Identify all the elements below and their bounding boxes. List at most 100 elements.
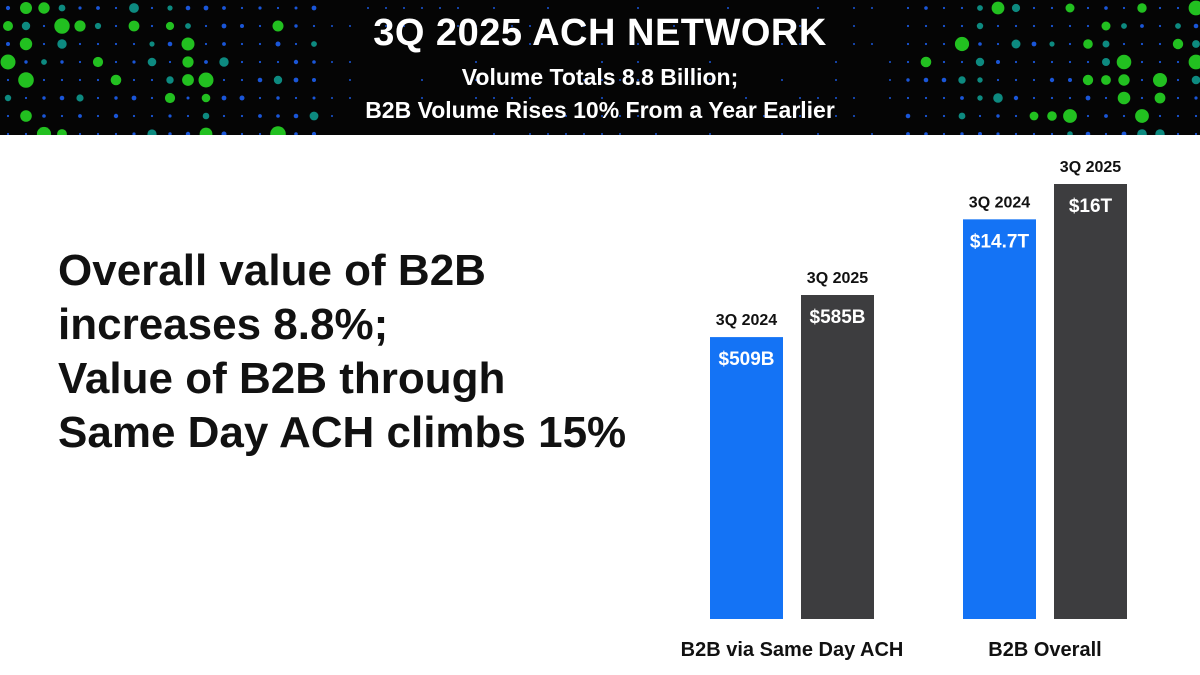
decor-dot xyxy=(1188,54,1200,70)
decor-dot xyxy=(996,132,1000,135)
decor-dot xyxy=(309,111,319,121)
decor-dot xyxy=(275,41,281,47)
decor-dot xyxy=(198,72,214,88)
headline-line-3: Value of B2B through xyxy=(58,354,506,403)
decor-dot xyxy=(1032,24,1036,28)
decor-dot xyxy=(42,96,46,100)
decor-dot xyxy=(349,61,351,63)
decor-dot xyxy=(511,43,513,45)
bar-value-label: $16T xyxy=(1069,196,1113,217)
decor-dot xyxy=(58,4,66,12)
decor-dot xyxy=(276,96,280,100)
decor-dot xyxy=(978,42,982,46)
decor-dot xyxy=(547,133,549,135)
decor-dot xyxy=(1153,73,1167,87)
decor-dot xyxy=(958,112,966,120)
decor-dot xyxy=(96,114,100,118)
decor-dot xyxy=(565,133,567,135)
decor-dot xyxy=(475,115,477,117)
decor-dot xyxy=(219,57,229,67)
decor-dot xyxy=(1068,60,1072,64)
decor-dot xyxy=(799,25,801,27)
decor-dot xyxy=(185,131,191,135)
decor-dot xyxy=(222,42,226,46)
decor-dot xyxy=(385,115,387,117)
decor-dot xyxy=(1049,77,1055,83)
decor-dot xyxy=(167,41,173,47)
decor-dot xyxy=(270,126,286,135)
decor-dot xyxy=(637,7,639,9)
decor-dot xyxy=(1029,111,1039,121)
decor-dot xyxy=(475,79,477,81)
bar-value-label: $585B xyxy=(810,307,866,328)
decor-dot xyxy=(906,132,910,135)
decor-dot xyxy=(993,93,1003,103)
decor-dot xyxy=(1083,39,1093,49)
decor-dot xyxy=(763,115,765,117)
bar-b2b-overall-2024 xyxy=(963,219,1036,619)
decor-dot xyxy=(24,96,28,100)
decor-dot xyxy=(272,20,284,32)
decor-dot xyxy=(312,60,316,64)
decor-dot xyxy=(745,25,747,27)
decor-dot xyxy=(132,60,136,64)
decor-dot xyxy=(1158,60,1162,64)
decor-dot xyxy=(1155,129,1165,135)
decor-dot xyxy=(475,25,477,27)
decor-dot xyxy=(1068,96,1072,100)
decor-dot xyxy=(132,132,136,135)
category-label: B2B via Same Day ACH xyxy=(681,639,904,661)
decor-dot xyxy=(42,78,46,82)
decor-dot xyxy=(54,18,70,34)
decor-dot xyxy=(221,95,227,101)
decor-dot xyxy=(168,132,172,135)
decor-dot xyxy=(60,114,64,118)
decor-dot xyxy=(367,7,369,9)
decor-dot xyxy=(222,114,226,118)
decor-dot xyxy=(1085,95,1091,101)
decor-dot xyxy=(312,24,316,28)
decor-dot xyxy=(57,39,67,49)
decor-dot xyxy=(977,77,983,83)
decor-dot xyxy=(1135,109,1149,123)
decor-dot xyxy=(475,97,477,99)
decor-dot xyxy=(1140,42,1144,46)
decor-dot xyxy=(475,61,477,63)
decor-dot xyxy=(5,5,11,11)
decor-dot xyxy=(331,115,333,117)
decor-dot xyxy=(977,5,983,11)
decor-dot xyxy=(493,7,495,9)
decor-dot xyxy=(36,126,52,135)
decor-dot xyxy=(147,129,157,135)
decor-dot xyxy=(1011,3,1021,13)
decor-dot xyxy=(149,41,155,47)
decor-dot xyxy=(958,76,966,84)
decor-dot xyxy=(1121,131,1127,135)
decor-dot xyxy=(311,131,317,135)
decor-dot xyxy=(960,60,964,64)
decor-dot xyxy=(199,127,213,135)
decor-dot xyxy=(1193,23,1199,29)
decor-dot xyxy=(92,56,104,68)
decor-dot xyxy=(781,133,783,135)
decor-dot xyxy=(871,7,873,9)
decor-dot xyxy=(1011,39,1021,49)
decor-dot xyxy=(906,78,910,82)
decor-dot xyxy=(78,6,82,10)
decor-dot xyxy=(222,6,226,10)
decor-dot xyxy=(1086,60,1090,64)
decor-dot xyxy=(1102,58,1110,66)
decor-dot xyxy=(1122,6,1126,10)
decor-dot xyxy=(619,79,621,81)
decor-dot xyxy=(1014,132,1018,135)
decor-dot xyxy=(311,5,317,11)
category-label: B2B Overall xyxy=(988,639,1101,661)
decor-dot xyxy=(421,7,423,9)
decor-dot xyxy=(547,115,549,117)
decor-dot xyxy=(691,25,693,27)
decor-dot xyxy=(905,113,911,119)
decor-dot xyxy=(59,95,65,101)
decor-dot xyxy=(817,97,819,99)
decor-dot xyxy=(781,79,783,81)
decor-dot xyxy=(24,132,28,135)
